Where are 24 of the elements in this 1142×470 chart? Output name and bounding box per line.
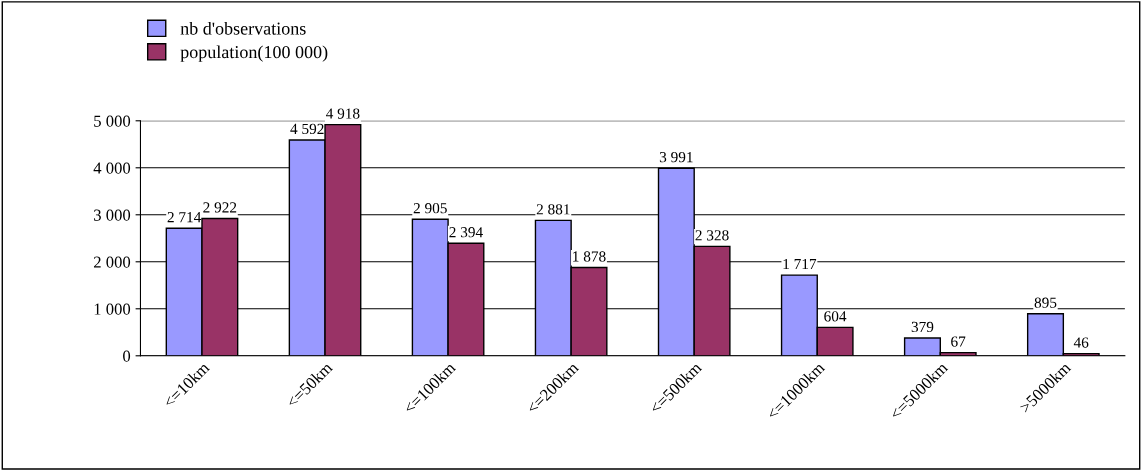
data-label: 46: [1073, 337, 1089, 348]
data-label: 2 881: [536, 204, 570, 215]
data-label: 67: [951, 336, 966, 347]
legend-label: population(100 000): [180, 45, 328, 62]
y-tick-label: 2 000: [93, 256, 131, 268]
y-tick-label: 5 000: [94, 115, 131, 127]
data-label: 2 905: [413, 203, 447, 214]
data-label: 1 878: [573, 251, 606, 262]
data-label: 4 918: [325, 108, 360, 119]
legend-label: nb d'observations: [180, 21, 306, 35]
data-label: 4 592: [290, 123, 324, 135]
y-tick-label: 3 000: [94, 209, 131, 221]
y-tick-label: 1 000: [94, 303, 131, 315]
data-label: 2 394: [449, 227, 483, 238]
y-tick-label: 4 000: [93, 162, 131, 174]
data-label: 2 714: [167, 212, 202, 223]
data-label: 895: [1034, 297, 1057, 308]
data-label: 2 328: [695, 230, 729, 241]
data-label: 3 991: [659, 152, 693, 163]
data-label: 604: [824, 311, 847, 322]
data-label: 379: [911, 321, 934, 333]
data-label: 1 717: [783, 258, 817, 270]
data-label: 2 922: [203, 202, 237, 213]
y-tick-label: 0: [123, 350, 131, 362]
